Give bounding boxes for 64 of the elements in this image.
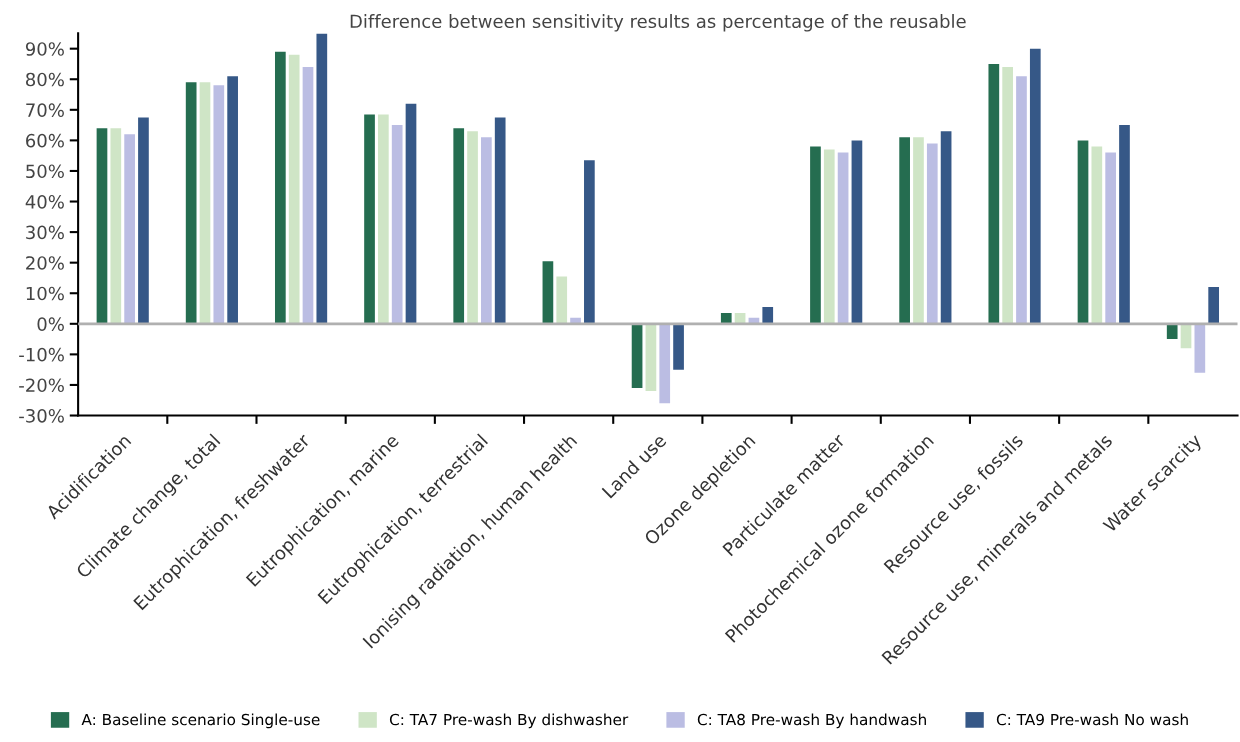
bar [364,114,375,324]
bar [851,140,863,324]
bar [288,54,300,324]
bar [1166,323,1178,340]
y-tick-label: 10% [26,286,64,301]
bar [837,152,849,324]
y-tick-label: 40% [25,194,64,209]
bar [988,63,1000,324]
bar [899,137,910,324]
bar [645,323,657,392]
bar [138,117,149,324]
bar [467,131,478,324]
bar [659,323,671,404]
bar [199,82,211,324]
bar [542,261,554,324]
bar [1002,67,1013,324]
bar [275,51,286,324]
bar [1077,140,1089,324]
bar [453,128,465,324]
bar [673,323,684,370]
legend-label: C: TA8 Pre-wash By handwash [697,713,926,729]
bar [1029,48,1041,324]
bar [913,137,924,324]
bar [1016,76,1027,324]
bar [213,85,225,324]
bar [1119,125,1130,324]
bar [316,33,328,324]
y-tick-label: 50% [26,164,64,179]
bar [494,117,506,324]
bar [124,134,135,324]
bar [227,76,238,324]
y-tick-label: 20% [26,256,64,270]
y-tick-label: 60% [26,133,64,148]
bar [823,149,835,324]
legend-label: C: TA7 Pre-wash By dishwasher [389,713,629,729]
y-tick-label: -30% [19,408,64,423]
y-tick-label: -10% [19,347,64,362]
bar [110,128,122,324]
bar [1208,287,1220,324]
y-tick-label: -20% [19,378,64,393]
bar [1194,323,1206,373]
bar [481,137,492,324]
bar [1105,152,1117,324]
bar [810,146,821,324]
bar [405,103,417,324]
bar [631,323,643,389]
chart-title: Difference between sensitivity results as percentage of the reusable [350,14,966,32]
bar [185,82,197,324]
bar [378,114,389,324]
y-tick-label: 70% [26,103,64,117]
bar [584,160,595,324]
y-tick-label: 0% [37,317,64,331]
bar [391,125,403,324]
y-tick-label: 80% [26,72,64,87]
y-tick-label: 90% [25,42,64,56]
legend-label: A: Baseline scenario Single-use [81,713,320,729]
bar [926,143,938,324]
y-tick-label: 30% [26,225,64,240]
bar [1091,146,1103,324]
bar [940,131,952,324]
bar [302,67,314,324]
bar [96,128,108,324]
legend-label: C: TA9 Pre-wash No wash [996,713,1188,726]
bar [556,276,568,324]
